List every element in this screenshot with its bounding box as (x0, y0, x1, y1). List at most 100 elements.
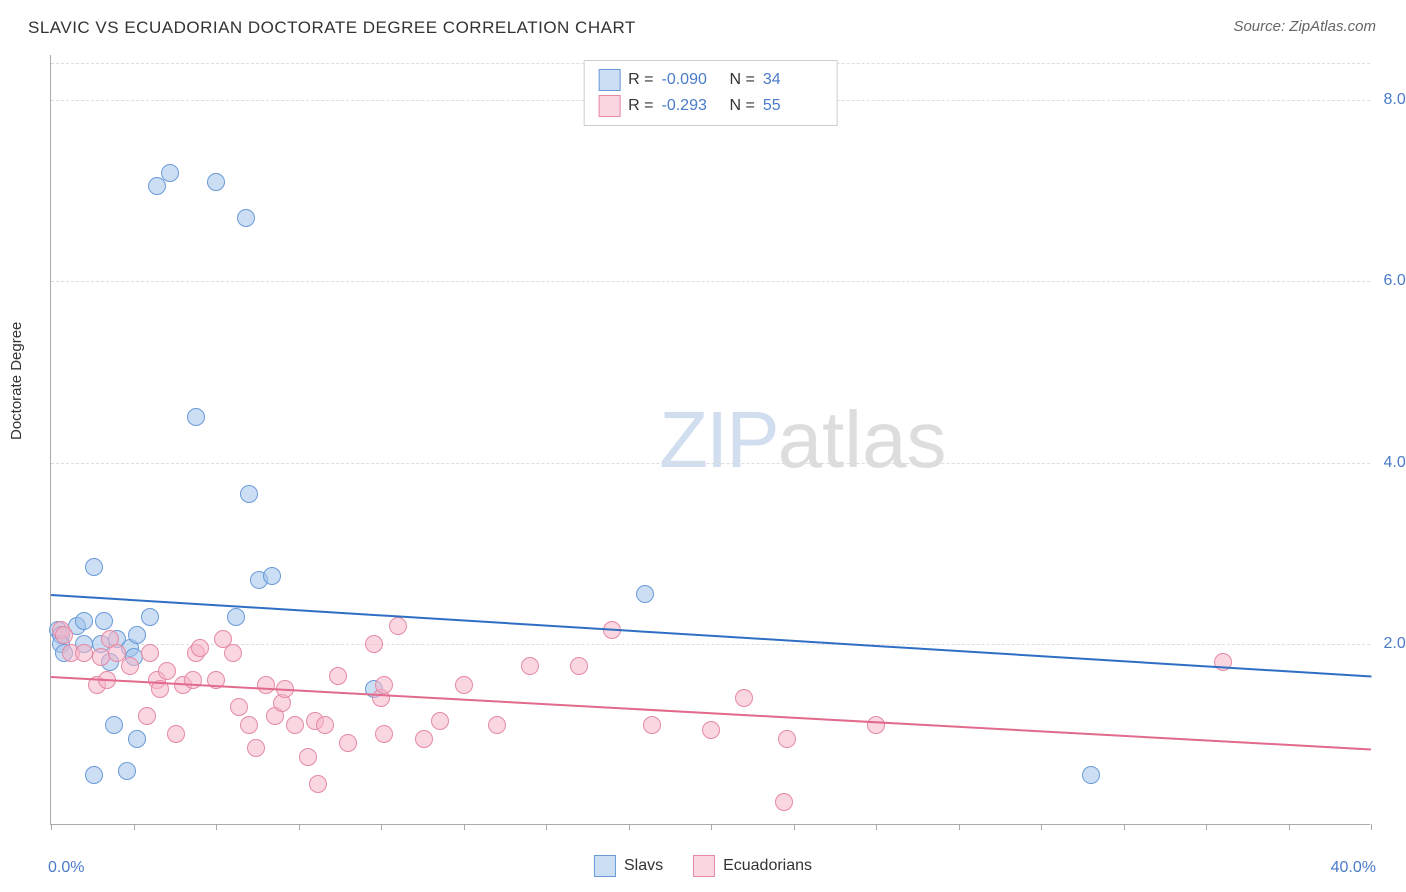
data-point (455, 676, 473, 694)
x-tick (959, 824, 960, 830)
n-label: N = (730, 71, 755, 89)
y-axis-title: Doctorate Degree (8, 322, 25, 440)
x-tick (299, 824, 300, 830)
x-tick (1371, 824, 1372, 830)
data-point (167, 725, 185, 743)
data-point (286, 716, 304, 734)
data-point (75, 612, 93, 630)
data-point (158, 662, 176, 680)
data-point (121, 657, 139, 675)
legend-swatch (594, 855, 616, 877)
data-point (488, 716, 506, 734)
data-point (55, 626, 73, 644)
data-point (247, 739, 265, 757)
x-tick (794, 824, 795, 830)
data-point (161, 164, 179, 182)
legend-stats-row: R = -0.090 N = 34 (598, 67, 823, 93)
data-point (237, 209, 255, 227)
r-value: -0.090 (662, 71, 722, 89)
data-point (263, 567, 281, 585)
y-tick-label: 2.0% (1375, 635, 1406, 653)
data-point (735, 689, 753, 707)
gridline (51, 644, 1370, 645)
data-point (187, 408, 205, 426)
data-point (224, 644, 242, 662)
n-value: 34 (763, 71, 823, 89)
watermark: ZIPatlas (659, 394, 946, 486)
data-point (191, 639, 209, 657)
data-point (240, 716, 258, 734)
series-legend: Slavs Ecuadorians (594, 855, 812, 877)
x-tick (51, 824, 52, 830)
n-value: 55 (763, 97, 823, 115)
gridline (51, 281, 1370, 282)
data-point (339, 734, 357, 752)
data-point (775, 793, 793, 811)
scatter-chart: ZIPatlas R =-0.090N =34R =-0.293N =55 2.… (50, 55, 1370, 825)
r-label: R = (628, 71, 653, 89)
legend-label: Ecuadorians (723, 857, 812, 875)
data-point (95, 612, 113, 630)
r-value: -0.293 (662, 97, 722, 115)
data-point (316, 716, 334, 734)
data-point (148, 177, 166, 195)
data-point (431, 712, 449, 730)
legend-label: Slavs (624, 857, 663, 875)
data-point (415, 730, 433, 748)
x-tick (876, 824, 877, 830)
x-tick (464, 824, 465, 830)
legend-item: Ecuadorians (693, 855, 812, 877)
x-tick (1041, 824, 1042, 830)
data-point (375, 676, 393, 694)
chart-title: SLAVIC VS ECUADORIAN DOCTORATE DEGREE CO… (28, 18, 636, 38)
legend-stats-row: R = -0.293 N = 55 (598, 93, 823, 119)
x-tick (711, 824, 712, 830)
data-point (184, 671, 202, 689)
data-point (85, 558, 103, 576)
data-point (240, 485, 258, 503)
data-point (329, 667, 347, 685)
gridline (51, 463, 1370, 464)
data-point (257, 676, 275, 694)
data-point (365, 635, 383, 653)
legend-item: Slavs (594, 855, 663, 877)
data-point (1082, 766, 1100, 784)
data-point (309, 775, 327, 793)
data-point (85, 766, 103, 784)
data-point (702, 721, 720, 739)
r-label: R = (628, 97, 653, 115)
x-tick (216, 824, 217, 830)
data-point (138, 707, 156, 725)
legend-stats-box: R = -0.090 N = 34 R = -0.293 N = 55 (583, 60, 838, 126)
x-tick (629, 824, 630, 830)
data-point (389, 617, 407, 635)
x-tick (546, 824, 547, 830)
watermark-atlas: atlas (778, 395, 947, 484)
y-tick-label: 4.0% (1375, 454, 1406, 472)
trend-line (51, 594, 1371, 678)
data-point (128, 730, 146, 748)
data-point (207, 173, 225, 191)
watermark-zip: ZIP (659, 395, 777, 484)
data-point (643, 716, 661, 734)
data-point (118, 762, 136, 780)
data-point (92, 648, 110, 666)
legend-swatch (598, 95, 620, 117)
data-point (230, 698, 248, 716)
n-label: N = (730, 97, 755, 115)
x-axis-max-label: 40.0% (1331, 859, 1376, 877)
data-point (227, 608, 245, 626)
source-label: Source: ZipAtlas.com (1233, 18, 1376, 35)
legend-swatch (693, 855, 715, 877)
data-point (521, 657, 539, 675)
data-point (636, 585, 654, 603)
data-point (141, 644, 159, 662)
data-point (128, 626, 146, 644)
legend-swatch (598, 69, 620, 91)
data-point (375, 725, 393, 743)
x-tick (1289, 824, 1290, 830)
data-point (778, 730, 796, 748)
data-point (105, 716, 123, 734)
y-tick-label: 8.0% (1375, 91, 1406, 109)
y-tick-label: 6.0% (1375, 272, 1406, 290)
